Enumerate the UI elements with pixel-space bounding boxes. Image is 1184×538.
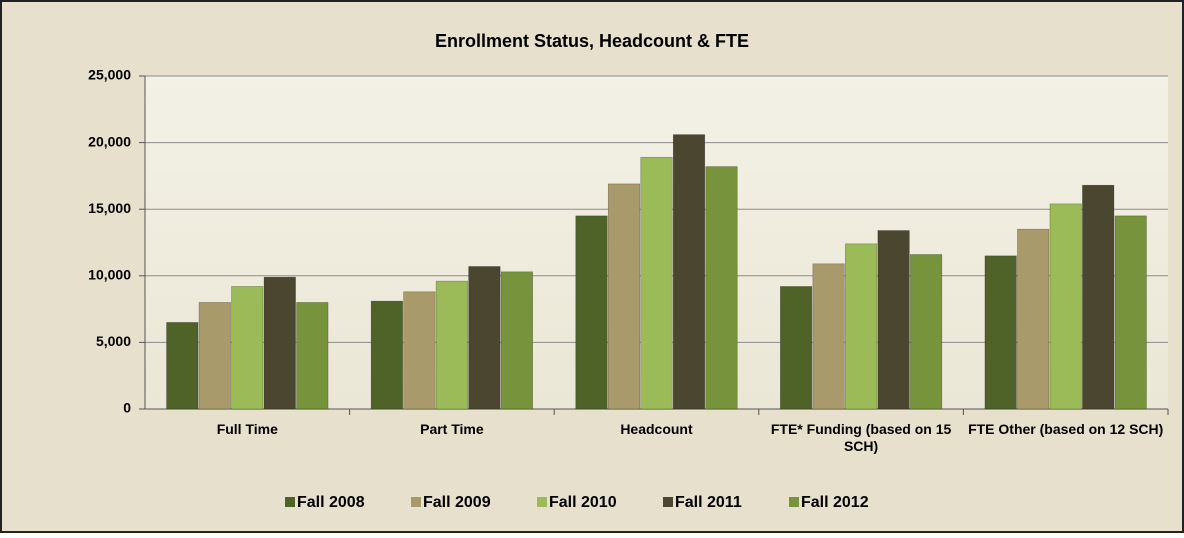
y-tick-label: 15,000 <box>88 200 131 216</box>
x-tick-label: Part Time <box>420 421 484 437</box>
bar <box>468 266 501 410</box>
bar <box>263 276 296 410</box>
x-tick-label-box: FTE Other (based on 12 SCH) <box>968 421 1164 437</box>
bar <box>231 286 264 410</box>
legend-swatch <box>411 497 421 507</box>
x-tick-label: FTE* Funding (based on 15 SCH) <box>770 421 952 454</box>
y-tick-label: 25,000 <box>88 67 131 83</box>
legend-swatch <box>285 497 295 507</box>
y-tick-label: 5,000 <box>96 333 131 349</box>
x-tick-label-box: Headcount <box>620 421 693 437</box>
legend-swatch <box>537 497 547 507</box>
x-tick-label-box: FTE* Funding (based on 15 SCH) <box>770 421 952 454</box>
legend-swatch <box>789 497 799 507</box>
bar <box>500 271 533 410</box>
bar <box>607 183 641 410</box>
bar <box>403 291 436 410</box>
legend-label: Fall 2011 <box>675 494 742 511</box>
bar <box>1114 215 1147 410</box>
bar <box>198 302 231 410</box>
bar <box>845 243 878 410</box>
bar <box>705 166 738 410</box>
x-tick-label: FTE Other (based on 12 SCH) <box>968 421 1164 437</box>
bar <box>575 215 608 410</box>
y-tick-label: 0 <box>123 400 131 416</box>
bar <box>1082 184 1115 410</box>
legend-label: Fall 2012 <box>801 494 869 511</box>
bar <box>370 300 403 410</box>
bar <box>812 263 845 410</box>
legend-label: Fall 2008 <box>297 494 365 511</box>
legend-swatch <box>663 497 673 507</box>
bar <box>1049 203 1082 410</box>
legend-label: Fall 2010 <box>549 494 617 511</box>
bar <box>877 230 910 410</box>
x-tick-label-box: Part Time <box>420 421 484 437</box>
bar <box>166 322 199 410</box>
x-tick-label: Full Time <box>216 421 278 437</box>
x-tick-label: Headcount <box>620 421 693 437</box>
y-tick-label: 20,000 <box>88 133 131 149</box>
bar <box>984 255 1017 410</box>
bar <box>1017 228 1050 410</box>
y-tick-label: 10,000 <box>88 267 131 283</box>
chart-title: Enrollment Status, Headcount & FTE <box>435 31 749 51</box>
x-tick-label-box: Full Time <box>216 421 278 437</box>
bar <box>296 302 329 410</box>
legend-label: Fall 2009 <box>423 494 491 511</box>
bar <box>780 286 813 410</box>
bar <box>435 280 468 410</box>
bar <box>910 254 943 410</box>
bar <box>672 134 706 410</box>
bar <box>640 156 673 410</box>
